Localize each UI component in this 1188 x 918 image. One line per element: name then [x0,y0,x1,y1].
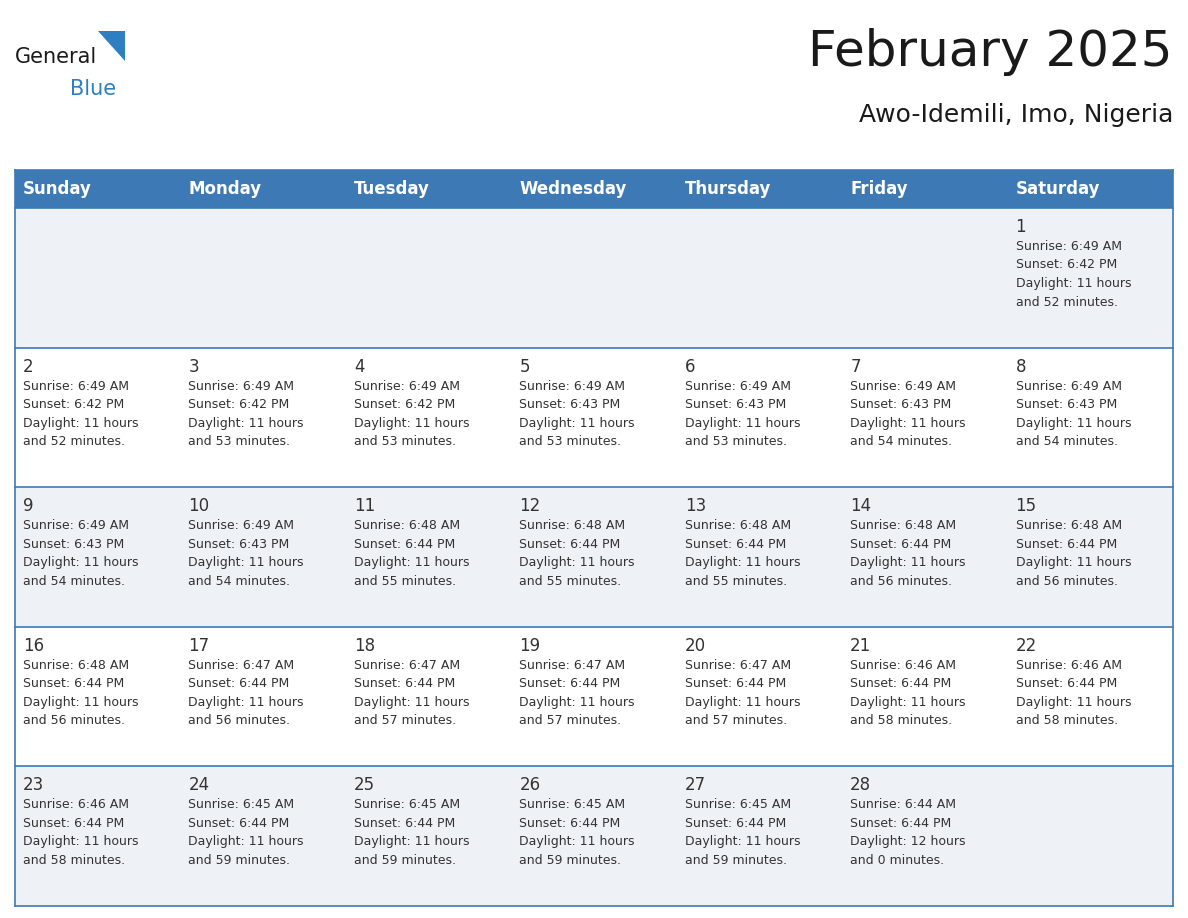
Text: 28: 28 [851,777,871,794]
Text: 5: 5 [519,358,530,375]
Text: 13: 13 [684,498,706,515]
Bar [181,170,346,208]
Text: Sunrise: 6:49 AM
Sunset: 6:43 PM
Daylight: 11 hours
and 53 minutes.: Sunrise: 6:49 AM Sunset: 6:43 PM Dayligh… [684,380,801,448]
Text: 25: 25 [354,777,375,794]
Text: Sunrise: 6:49 AM
Sunset: 6:42 PM
Daylight: 11 hours
and 53 minutes.: Sunrise: 6:49 AM Sunset: 6:42 PM Dayligh… [354,380,469,448]
Bar [15,170,181,208]
Text: Sunrise: 6:48 AM
Sunset: 6:44 PM
Daylight: 11 hours
and 56 minutes.: Sunrise: 6:48 AM Sunset: 6:44 PM Dayligh… [23,659,139,727]
Text: Sunrise: 6:48 AM
Sunset: 6:44 PM
Daylight: 11 hours
and 56 minutes.: Sunrise: 6:48 AM Sunset: 6:44 PM Dayligh… [851,520,966,588]
Text: 24: 24 [189,777,209,794]
Text: 15: 15 [1016,498,1037,515]
Text: Tuesday: Tuesday [354,180,430,198]
Text: 20: 20 [684,637,706,655]
Text: 17: 17 [189,637,209,655]
Text: 16: 16 [23,637,44,655]
Text: Sunrise: 6:47 AM
Sunset: 6:44 PM
Daylight: 11 hours
and 56 minutes.: Sunrise: 6:47 AM Sunset: 6:44 PM Dayligh… [189,659,304,727]
Text: Sunrise: 6:45 AM
Sunset: 6:44 PM
Daylight: 11 hours
and 59 minutes.: Sunrise: 6:45 AM Sunset: 6:44 PM Dayligh… [684,799,801,867]
Text: 12: 12 [519,498,541,515]
Text: Sunrise: 6:46 AM
Sunset: 6:44 PM
Daylight: 11 hours
and 58 minutes.: Sunrise: 6:46 AM Sunset: 6:44 PM Dayligh… [851,659,966,727]
Text: Sunrise: 6:47 AM
Sunset: 6:44 PM
Daylight: 11 hours
and 57 minutes.: Sunrise: 6:47 AM Sunset: 6:44 PM Dayligh… [354,659,469,727]
Text: 14: 14 [851,498,871,515]
Bar [15,208,1173,348]
Text: Wednesday: Wednesday [519,180,626,198]
Text: Sunday: Sunday [23,180,91,198]
Text: 21: 21 [851,637,871,655]
Text: Sunrise: 6:46 AM
Sunset: 6:44 PM
Daylight: 11 hours
and 58 minutes.: Sunrise: 6:46 AM Sunset: 6:44 PM Dayligh… [1016,659,1131,727]
Text: Saturday: Saturday [1016,180,1100,198]
Bar [1007,170,1173,208]
Text: Sunrise: 6:47 AM
Sunset: 6:44 PM
Daylight: 11 hours
and 57 minutes.: Sunrise: 6:47 AM Sunset: 6:44 PM Dayligh… [684,659,801,727]
Text: Sunrise: 6:49 AM
Sunset: 6:42 PM
Daylight: 11 hours
and 52 minutes.: Sunrise: 6:49 AM Sunset: 6:42 PM Dayligh… [23,380,139,448]
Text: 2: 2 [23,358,33,375]
Text: Sunrise: 6:48 AM
Sunset: 6:44 PM
Daylight: 11 hours
and 55 minutes.: Sunrise: 6:48 AM Sunset: 6:44 PM Dayligh… [354,520,469,588]
Text: Sunrise: 6:45 AM
Sunset: 6:44 PM
Daylight: 11 hours
and 59 minutes.: Sunrise: 6:45 AM Sunset: 6:44 PM Dayligh… [354,799,469,867]
Text: Awo-Idemili, Imo, Nigeria: Awo-Idemili, Imo, Nigeria [859,103,1173,127]
Text: Sunrise: 6:49 AM
Sunset: 6:43 PM
Daylight: 11 hours
and 54 minutes.: Sunrise: 6:49 AM Sunset: 6:43 PM Dayligh… [1016,380,1131,448]
Text: 9: 9 [23,498,33,515]
Text: Sunrise: 6:49 AM
Sunset: 6:43 PM
Daylight: 11 hours
and 54 minutes.: Sunrise: 6:49 AM Sunset: 6:43 PM Dayligh… [851,380,966,448]
Bar [511,170,677,208]
Bar [15,487,1173,627]
Text: 18: 18 [354,637,375,655]
Text: Sunrise: 6:45 AM
Sunset: 6:44 PM
Daylight: 11 hours
and 59 minutes.: Sunrise: 6:45 AM Sunset: 6:44 PM Dayligh… [519,799,634,867]
Text: Sunrise: 6:49 AM
Sunset: 6:43 PM
Daylight: 11 hours
and 54 minutes.: Sunrise: 6:49 AM Sunset: 6:43 PM Dayligh… [189,520,304,588]
Text: Sunrise: 6:49 AM
Sunset: 6:42 PM
Daylight: 11 hours
and 53 minutes.: Sunrise: 6:49 AM Sunset: 6:42 PM Dayligh… [189,380,304,448]
Text: 23: 23 [23,777,44,794]
Text: Sunrise: 6:48 AM
Sunset: 6:44 PM
Daylight: 11 hours
and 55 minutes.: Sunrise: 6:48 AM Sunset: 6:44 PM Dayligh… [519,520,634,588]
Text: Sunrise: 6:44 AM
Sunset: 6:44 PM
Daylight: 12 hours
and 0 minutes.: Sunrise: 6:44 AM Sunset: 6:44 PM Dayligh… [851,799,966,867]
Text: 22: 22 [1016,637,1037,655]
Text: Sunrise: 6:49 AM
Sunset: 6:43 PM
Daylight: 11 hours
and 53 minutes.: Sunrise: 6:49 AM Sunset: 6:43 PM Dayligh… [519,380,634,448]
Bar [346,170,511,208]
Text: Friday: Friday [851,180,908,198]
Polygon shape [97,31,125,61]
Text: 7: 7 [851,358,860,375]
Bar [15,627,1173,767]
Text: 3: 3 [189,358,200,375]
Text: 10: 10 [189,498,209,515]
Text: Sunrise: 6:46 AM
Sunset: 6:44 PM
Daylight: 11 hours
and 58 minutes.: Sunrise: 6:46 AM Sunset: 6:44 PM Dayligh… [23,799,139,867]
Text: Sunrise: 6:47 AM
Sunset: 6:44 PM
Daylight: 11 hours
and 57 minutes.: Sunrise: 6:47 AM Sunset: 6:44 PM Dayligh… [519,659,634,727]
Bar [15,348,1173,487]
Text: 11: 11 [354,498,375,515]
Text: Sunrise: 6:48 AM
Sunset: 6:44 PM
Daylight: 11 hours
and 55 minutes.: Sunrise: 6:48 AM Sunset: 6:44 PM Dayligh… [684,520,801,588]
Text: Sunrise: 6:48 AM
Sunset: 6:44 PM
Daylight: 11 hours
and 56 minutes.: Sunrise: 6:48 AM Sunset: 6:44 PM Dayligh… [1016,520,1131,588]
Text: Sunrise: 6:45 AM
Sunset: 6:44 PM
Daylight: 11 hours
and 59 minutes.: Sunrise: 6:45 AM Sunset: 6:44 PM Dayligh… [189,799,304,867]
Text: Sunrise: 6:49 AM
Sunset: 6:42 PM
Daylight: 11 hours
and 52 minutes.: Sunrise: 6:49 AM Sunset: 6:42 PM Dayligh… [1016,240,1131,308]
Text: 27: 27 [684,777,706,794]
Text: Monday: Monday [189,180,261,198]
Text: General: General [15,47,97,67]
Text: 6: 6 [684,358,695,375]
Text: 1: 1 [1016,218,1026,236]
Text: February 2025: February 2025 [809,28,1173,76]
Text: 26: 26 [519,777,541,794]
Text: 8: 8 [1016,358,1026,375]
Text: Blue: Blue [70,79,116,99]
Text: Sunrise: 6:49 AM
Sunset: 6:43 PM
Daylight: 11 hours
and 54 minutes.: Sunrise: 6:49 AM Sunset: 6:43 PM Dayligh… [23,520,139,588]
Bar [15,767,1173,906]
Bar [842,170,1007,208]
Text: 4: 4 [354,358,365,375]
Text: Thursday: Thursday [684,180,771,198]
Bar [677,170,842,208]
Text: 19: 19 [519,637,541,655]
